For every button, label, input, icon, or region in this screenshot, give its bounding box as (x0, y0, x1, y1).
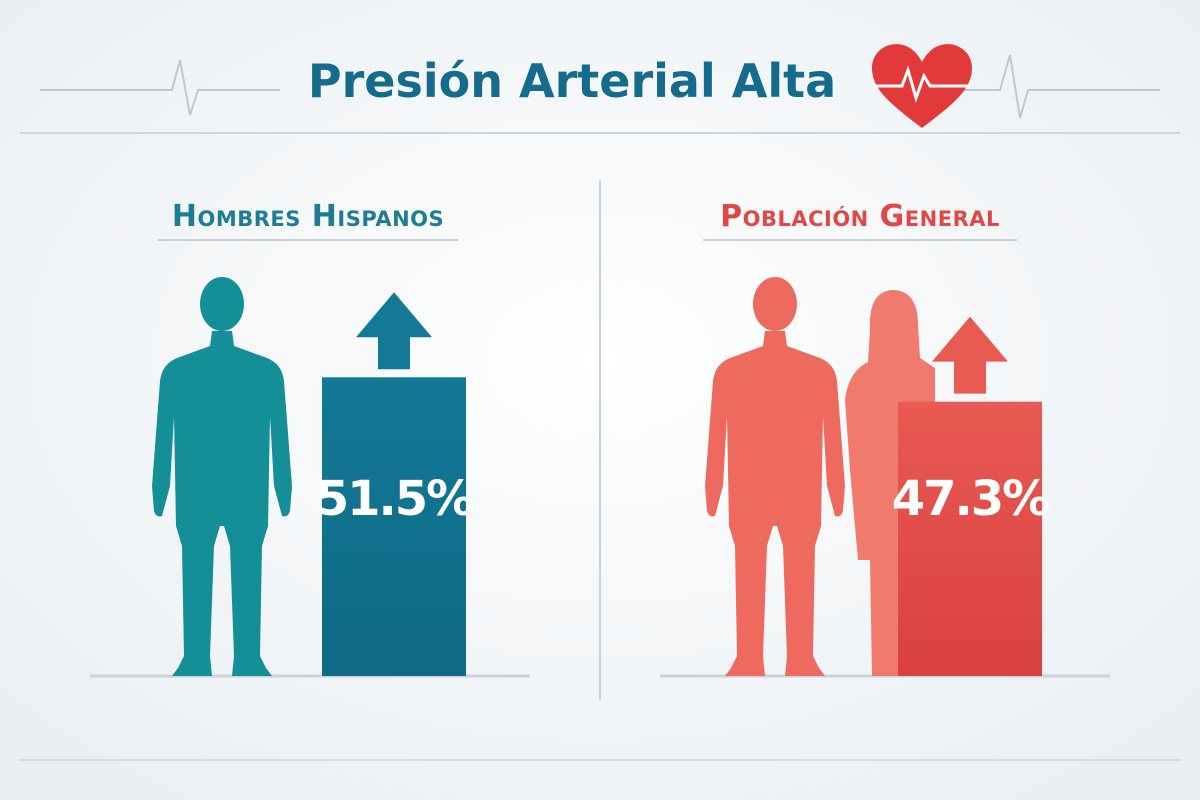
up-arrow (932, 316, 1008, 394)
heart-icon (872, 44, 972, 128)
ecg-line-left (40, 59, 280, 116)
panel-title: Población General (720, 199, 1000, 234)
title: Presión Arterial Alta (308, 54, 836, 108)
value-label: 47.3% (892, 471, 1049, 527)
up-arrow (356, 292, 432, 370)
bar (322, 377, 466, 676)
value-label: 51.5% (316, 471, 473, 527)
bar (898, 401, 1042, 676)
ecg-line-right (960, 54, 1160, 119)
panel-title: Hombres Hispanos (172, 199, 444, 234)
